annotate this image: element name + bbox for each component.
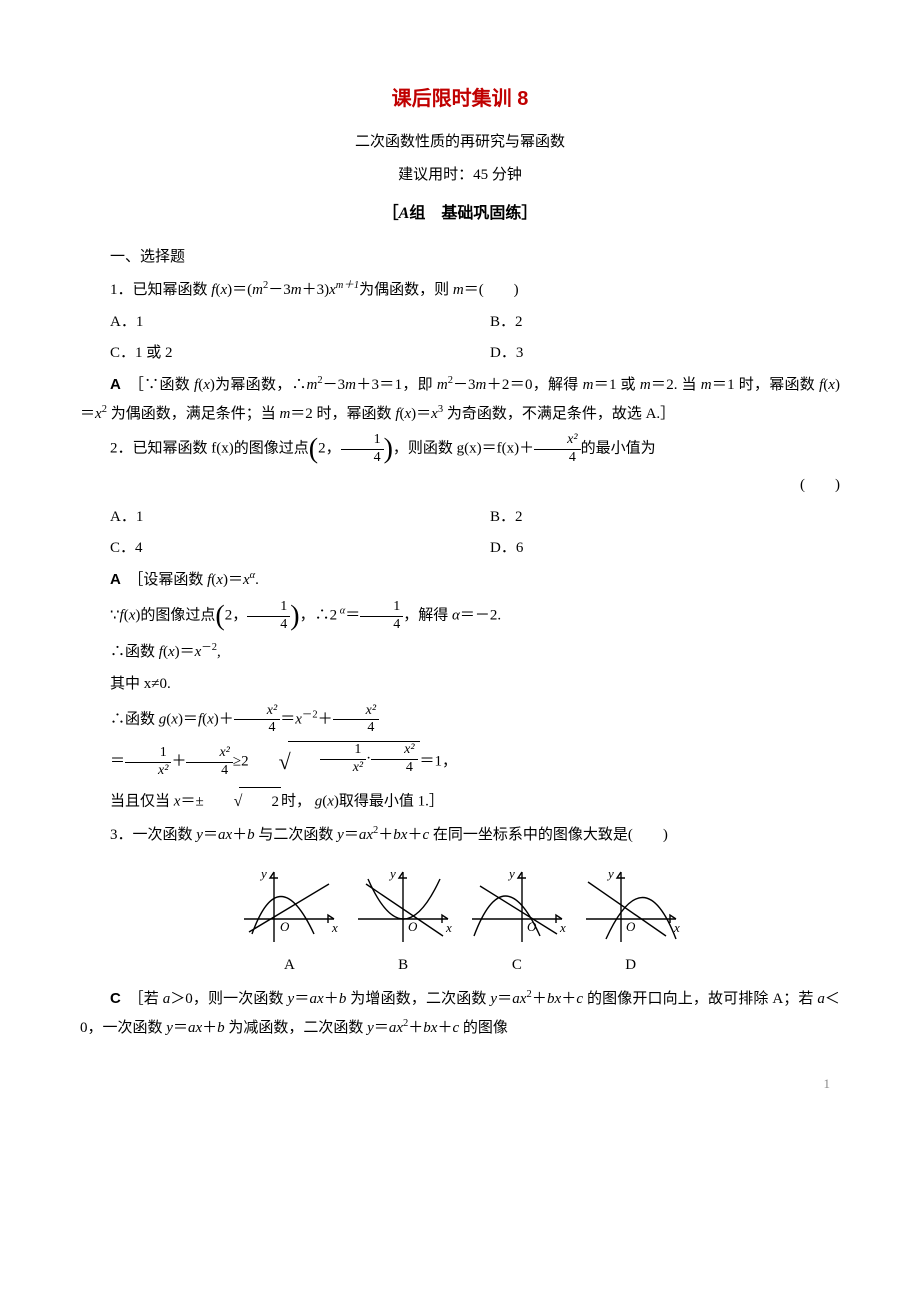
page-number: 1 [80, 1072, 840, 1097]
q3-graph-c: O x y [462, 864, 572, 949]
q1-stem: 1．已知幂函数 f(x)＝(m2－3m＋3)xm＋1为偶函数，则 m＝( ) [80, 276, 840, 305]
q2-stem-pre: 2．已知幂函数 f(x)的图像过点 [110, 441, 309, 457]
q3-graph-a: O x y [234, 864, 344, 949]
q2-choice-d: D．6 [460, 534, 840, 563]
q2-stem: 2．已知幂函数 f(x)的图像过点(2，14)，则函数 g(x)＝f(x)＋x²… [80, 432, 840, 467]
q2-line4: 其中 x≠0. [80, 670, 840, 699]
q2-line2: ∵f(x)的图像过点(2，14)，∴2 α＝14，解得 α＝－2. [80, 599, 840, 634]
svg-text:x: x [331, 920, 338, 935]
q2-paren: ( ) [80, 471, 840, 500]
svg-text:O: O [408, 919, 418, 934]
time-note: 建议用时：45 分钟 [80, 161, 840, 190]
q1-answer: A ［∵函数 f(x)为幂函数，∴m2－3m＋3＝1，即 m2－3m＋2＝0，解… [80, 371, 840, 428]
svg-text:O: O [527, 919, 537, 934]
q1-choice-d: D．3 [460, 339, 840, 368]
q1-choice-c: C．1 或 2 [80, 339, 460, 368]
q2-choice-a: A．1 [80, 503, 460, 532]
svg-text:x: x [559, 920, 566, 935]
q1-choice-b: B．2 [460, 308, 840, 337]
q3-graph-b: O x y [348, 864, 458, 949]
q3-ans-letter: C [110, 990, 121, 1007]
q2-pt-den: 4 [341, 450, 384, 467]
q3-stem: 3．一次函数 y＝ax＋b 与二次函数 y＝ax2＋bx＋c 在同一坐标系中的图… [80, 821, 840, 850]
q2-choice-b: B．2 [460, 503, 840, 532]
q3-figure-labels: A B C D [80, 951, 840, 980]
q3-figures: O x y O x y O x y [80, 864, 840, 949]
svg-text:x: x [673, 920, 680, 935]
group-header: ［A组 基础巩固练］ [80, 199, 840, 229]
q3-label-d: D [576, 951, 686, 980]
svg-text:y: y [606, 866, 614, 881]
q1-stem-post: 为偶函数，则 m＝( ) [359, 282, 519, 298]
svg-text:x: x [445, 920, 452, 935]
group-icon: A [399, 205, 410, 222]
q2-ans-letter: A [110, 571, 121, 588]
q3-label-c: C [462, 951, 572, 980]
q1-stem-pre: 1．已知幂函数 [110, 282, 211, 298]
svg-text:O: O [280, 919, 290, 934]
svg-text:O: O [626, 919, 636, 934]
q2-choices: A．1 B．2 [80, 503, 840, 532]
q2-line5: ∴函数 g(x)＝f(x)＋x²4＝x－2＋x²4 [80, 703, 840, 738]
q3-answer: C ［若 a＞0，则一次函数 y＝ax＋b 为增函数，二次函数 y＝ax2＋bx… [80, 985, 840, 1042]
q2-choice-c: C．4 [80, 534, 460, 563]
q1-choices-2: C．1 或 2 D．3 [80, 339, 840, 368]
q3-graph-d: O x y [576, 864, 686, 949]
q2-stem-mid: ，则函数 g(x)＝f(x)＋ [393, 441, 534, 457]
svg-text:y: y [259, 866, 267, 881]
q1-func: f [211, 282, 215, 298]
q3-label-b: B [348, 951, 458, 980]
q2-frac-num: x² [534, 432, 580, 450]
svg-text:y: y [388, 866, 396, 881]
q2-line1: A ［设幂函数 f(x)＝xα. [80, 566, 840, 595]
q2-pt-num: 1 [341, 432, 384, 450]
q2-choices-2: C．4 D．6 [80, 534, 840, 563]
q2-stem-post: 的最小值为 [581, 441, 656, 457]
q3-label-a: A [234, 951, 344, 980]
q1-choice-a: A．1 [80, 308, 460, 337]
svg-text:y: y [507, 866, 515, 881]
group-label: 基础巩固练 [441, 205, 521, 222]
group-suffix: 组 [409, 205, 425, 222]
section-heading: 一、选择题 [80, 243, 840, 272]
q1-ans-letter: A [110, 376, 121, 393]
q2-line6: ＝1x²＋x²4≥2√1x²·x²4＝1， [80, 741, 840, 783]
page-title: 课后限时集训 8 [80, 80, 840, 118]
q1-choices: A．1 B．2 [80, 308, 840, 337]
subtitle: 二次函数性质的再研究与幂函数 [80, 128, 840, 157]
q2-frac-den: 4 [534, 450, 580, 467]
q2-line3: ∴函数 f(x)＝x－2, [80, 638, 840, 667]
q2-line7: 当且仅当 x＝±√2时， g(x)取得最小值 1.］ [80, 787, 840, 817]
